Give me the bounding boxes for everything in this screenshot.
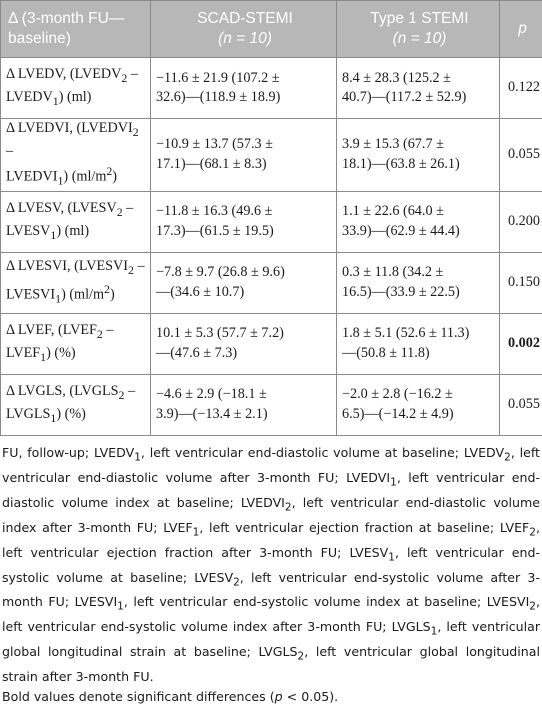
scad-value: −7.8 ± 9.7 (26.8 ± 9.6)—(34.6 ± 10.7): [151, 252, 337, 313]
type1-value: 0.3 ± 11.8 (34.2 ±16.5)—(33.9 ± 22.5): [337, 252, 500, 313]
p-value-significant: 0.002: [500, 313, 542, 374]
results-table: Δ (3-month FU— baseline) SCAD-STEMI (n =…: [0, 0, 542, 436]
table-row: Δ LVEDVI, (LVEDVI2 –LVEDVI1) (ml/m2) −10…: [1, 119, 542, 192]
header-type1-stemi: Type 1 STEMI (n = 10): [337, 1, 500, 58]
p-value: 0.122: [500, 58, 542, 119]
p-value: 0.200: [500, 191, 542, 252]
scad-value: 10.1 ± 5.3 (57.7 ± 7.2)—(47.6 ± 7.3): [151, 313, 337, 374]
type1-value: 8.4 ± 28.3 (125.2 ±40.7)—(117.2 ± 52.9): [337, 58, 500, 119]
row-label: Δ LVEDV, (LVEDV2 –LVEDV1) (ml): [1, 58, 151, 119]
type1-value: 1.1 ± 22.6 (64.0 ±33.9)—(62.9 ± 44.4): [337, 191, 500, 252]
row-label: Δ LVGLS, (LVGLS2 –LVGLS1) (%): [1, 374, 151, 435]
row-label: Δ LVESVI, (LVESVI2 –LVESVI1) (ml/m2): [1, 252, 151, 313]
table-footnote: FU, follow-up; LVEDV1, left ventricular …: [0, 436, 542, 706]
scad-value: −10.9 ± 13.7 (57.3 ±17.1)—(68.1 ± 8.3): [151, 119, 337, 192]
row-label: Δ LVESV, (LVESV2 –LVESV1) (ml): [1, 191, 151, 252]
header-delta: Δ (3-month FU— baseline): [1, 1, 151, 58]
table-row: Δ LVEDV, (LVEDV2 –LVEDV1) (ml) −11.6 ± 2…: [1, 58, 542, 119]
header-scad-stemi: SCAD-STEMI (n = 10): [151, 1, 337, 58]
p-value: 0.055: [500, 374, 542, 435]
abbreviations-text: FU, follow-up; LVEDV1, left ventricular …: [2, 445, 540, 684]
row-label: Δ LVEDVI, (LVEDVI2 –LVEDVI1) (ml/m2): [1, 119, 151, 192]
scad-value: −11.6 ± 21.9 (107.2 ±32.6)—(118.9 ± 18.9…: [151, 58, 337, 119]
table-row: Δ LVGLS, (LVGLS2 –LVGLS1) (%) −4.6 ± 2.9…: [1, 374, 542, 435]
row-label: Δ LVEF, (LVEF2 –LVEF1) (%): [1, 313, 151, 374]
scad-value: −4.6 ± 2.9 (−18.1 ±3.9)—(−13.4 ± 2.1): [151, 374, 337, 435]
header-p-value: p: [500, 1, 542, 58]
significance-note: Bold values denote significant differenc…: [2, 687, 540, 706]
table-row: Δ LVESVI, (LVESVI2 –LVESVI1) (ml/m2) −7.…: [1, 252, 542, 313]
type1-value: 1.8 ± 5.1 (52.6 ± 11.3)—(50.8 ± 11.8): [337, 313, 500, 374]
table-row: Δ LVEF, (LVEF2 –LVEF1) (%) 10.1 ± 5.3 (5…: [1, 313, 542, 374]
table-row: Δ LVESV, (LVESV2 –LVESV1) (ml) −11.8 ± 1…: [1, 191, 542, 252]
p-value: 0.055: [500, 119, 542, 192]
table-body: Δ LVEDV, (LVEDV2 –LVEDV1) (ml) −11.6 ± 2…: [1, 58, 542, 436]
p-value: 0.150: [500, 252, 542, 313]
table-header: Δ (3-month FU— baseline) SCAD-STEMI (n =…: [1, 1, 542, 58]
type1-value: 3.9 ± 15.3 (67.7 ±18.1)—(63.8 ± 26.1): [337, 119, 500, 192]
type1-value: −2.0 ± 2.8 (−16.2 ±6.5)—(−14.2 ± 4.9): [337, 374, 500, 435]
scad-value: −11.8 ± 16.3 (49.6 ±17.3)—(61.5 ± 19.5): [151, 191, 337, 252]
